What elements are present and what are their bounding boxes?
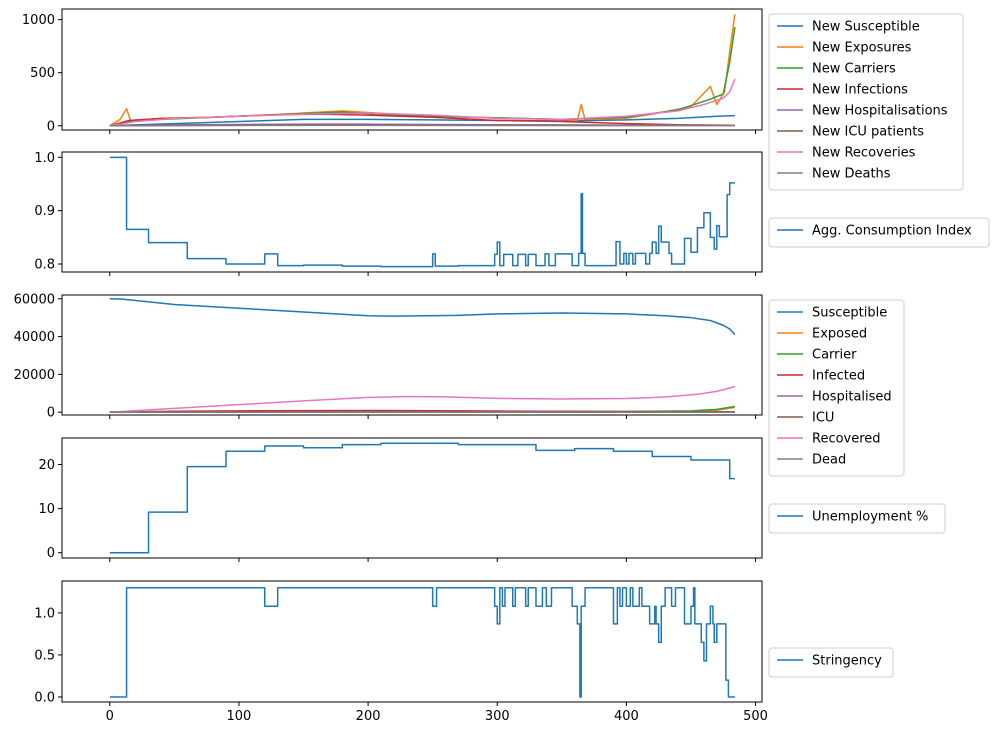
y-tick-label: 0.8 — [34, 258, 55, 273]
plot-area — [109, 156, 735, 268]
y-tick-label: 20 — [38, 458, 55, 473]
series-line-1-1 — [109, 114, 735, 127]
y-tick-label: 1.0 — [34, 151, 55, 166]
y-tick-label: 1.0 — [34, 606, 55, 621]
legend: New Susceptible New Exposures New Carriers… — [768, 13, 964, 191]
subplot-3: 0 20000 40000 60000 Susceptible Exposed Carrie… — [14, 292, 905, 477]
series-line-1-3 — [109, 26, 736, 127]
plot-area — [109, 442, 735, 554]
y-tick-label: 0.5 — [34, 648, 55, 663]
x-tick-label: 300 — [485, 709, 510, 724]
y-tick-label: 500 — [30, 66, 55, 81]
subplot-5: 0.0 0.5 1.0 0 100 200 300 400 500 Stringency — [34, 580, 894, 724]
y-tick-label: 20000 — [14, 368, 55, 383]
legend: Susceptible Exposed Carrier Infected Hospita… — [768, 299, 905, 477]
axes-frame — [61, 8, 763, 131]
y-tick-label: 1000 — [22, 13, 55, 28]
plot-area — [109, 586, 735, 698]
legend-box — [768, 13, 964, 191]
plot-area — [109, 14, 736, 127]
y-tick-label: 0 — [47, 119, 55, 134]
legend: Unemployment % — [768, 503, 946, 534]
legend-entry: New Exposures — [812, 41, 912, 56]
x-tick-label: 500 — [743, 709, 768, 724]
series-line-3-1 — [109, 298, 736, 336]
axes-frame — [61, 294, 763, 416]
axes-frame — [61, 437, 763, 559]
legend-entry: New Recoveries — [812, 146, 916, 161]
legend-entry: Susceptible — [812, 306, 887, 321]
series-line-3-7 — [109, 385, 736, 413]
y-tick-label: 0.9 — [34, 204, 55, 219]
legend-entry: Agg. Consumption Index — [812, 224, 972, 239]
plot-area — [109, 298, 736, 413]
legend-entry: Dead — [812, 453, 846, 468]
series-line-1-2 — [109, 14, 736, 127]
legend-entry: ICU — [812, 411, 834, 426]
y-tick-label: 0 — [47, 546, 55, 561]
legend-entry: New Susceptible — [812, 20, 920, 35]
legend-entry: Carrier — [812, 348, 857, 363]
subplot-2: 0.8 0.9 1.0 Agg. Consumption Index — [34, 151, 990, 276]
series-line-1-7 — [109, 78, 736, 127]
legend-entry: Unemployment % — [812, 510, 928, 525]
legend-entry: Recovered — [812, 432, 881, 447]
y-tick-label: 60000 — [14, 292, 55, 307]
y-tick-label: 0.0 — [34, 690, 55, 705]
series-line-5-1 — [109, 586, 735, 698]
legend-entry: Hospitalised — [812, 390, 892, 405]
x-tick-label: 200 — [356, 709, 381, 724]
legend-box — [768, 299, 905, 477]
legend-entry: New Infections — [812, 83, 908, 98]
legend-entry: New ICU patients — [812, 125, 924, 140]
y-tick-label: 40000 — [14, 330, 55, 345]
series-line-1-4 — [109, 113, 735, 127]
legend-entry: New Carriers — [812, 62, 896, 77]
legend: Agg. Consumption Index — [768, 217, 990, 248]
subplot-4: 0 10 20 Unemployment % — [38, 437, 946, 562]
legend-entry: New Deaths — [812, 167, 891, 182]
axes-frame — [61, 580, 763, 703]
x-tick-label: 100 — [227, 709, 252, 724]
legend-entry: Exposed — [812, 327, 867, 342]
legend: Stringency — [768, 647, 894, 678]
legend-entry: Infected — [812, 369, 865, 384]
legend-box — [768, 217, 990, 248]
legend-box — [768, 647, 894, 678]
x-tick-label: 400 — [614, 709, 639, 724]
legend-box — [768, 503, 946, 534]
series-line-2-1 — [109, 156, 735, 268]
x-tick-label: 0 — [106, 709, 114, 724]
y-tick-label: 10 — [38, 502, 55, 517]
legend-entry: New Hospitalisations — [812, 104, 948, 119]
series-line-4-1 — [109, 442, 735, 554]
y-tick-label: 0 — [47, 406, 55, 421]
axes-frame — [61, 151, 763, 273]
legend-entry: Stringency — [812, 654, 882, 669]
